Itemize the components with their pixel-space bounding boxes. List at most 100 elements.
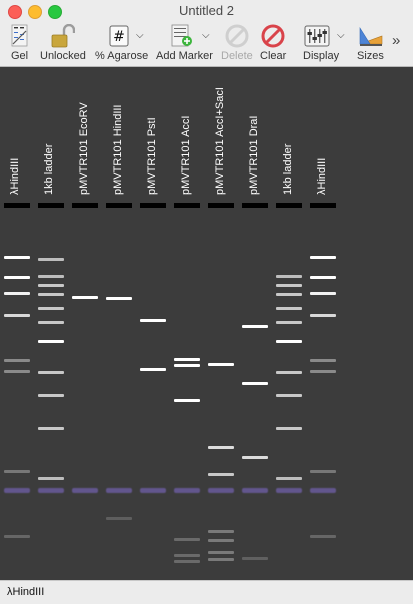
gel-band: [242, 325, 268, 328]
display-button[interactable]: ⌵ Display: [302, 22, 348, 66]
lane-well: [106, 203, 132, 208]
gel-band: [38, 275, 64, 278]
gel-band: [276, 293, 302, 296]
gel-band: [242, 557, 268, 560]
gel-button[interactable]: Gel: [6, 22, 34, 66]
delete-button[interactable]: Delete: [220, 22, 254, 66]
add-marker-icon: [171, 24, 192, 47]
tracking-dye: [106, 488, 132, 493]
tracking-dye: [4, 488, 30, 493]
gel-label: Gel: [11, 50, 29, 62]
agarose-label: % Agarose: [95, 50, 149, 62]
zoom-window-button[interactable]: [48, 5, 62, 19]
gel-band: [38, 340, 64, 343]
overflow-chevron-icon: »: [392, 32, 401, 49]
gel-band: [310, 359, 336, 362]
unlocked-label: Unlocked: [40, 50, 86, 62]
gel-view[interactable]: λHindIII 1kb ladder pMVTR101 EcoRV pMVTR…: [0, 67, 413, 580]
gel-band: [4, 535, 30, 538]
lane-label: 1kb ladder: [43, 143, 55, 195]
agarose-dropdown-chevron-icon[interactable]: ⌵: [136, 30, 144, 41]
gel-band: [174, 554, 200, 557]
gel-band: [276, 340, 302, 343]
lane-well: [310, 203, 336, 208]
gel-band: [4, 256, 30, 259]
gel-icon: [11, 24, 28, 47]
close-window-button[interactable]: [8, 5, 22, 19]
title-bar: Untitled 2: [0, 0, 413, 22]
gel-band: [276, 284, 302, 287]
lane-well: [72, 203, 98, 208]
gel-band: [4, 470, 30, 473]
gel-band: [208, 446, 234, 449]
gel-band: [242, 456, 268, 459]
gel-band: [276, 307, 302, 310]
lane-label: 1kb ladder: [282, 143, 294, 195]
gel-band: [208, 558, 234, 561]
lane-label: λHindIII: [316, 157, 328, 195]
toolbar-overflow-button[interactable]: »: [390, 22, 408, 66]
tracking-dye: [310, 488, 336, 493]
lane-label: pMVTR101 HindIII: [112, 104, 124, 195]
tracking-dye: [72, 488, 98, 493]
clear-label: Clear: [260, 50, 287, 62]
gel-band: [276, 371, 302, 374]
gel-band: [38, 293, 64, 296]
tracking-dye: [38, 488, 64, 493]
gel-band: [106, 517, 132, 520]
toolbar: Gel Unlocked # ⌵ % Agarose: [0, 22, 413, 67]
lane-well: [174, 203, 200, 208]
gel-band: [38, 394, 64, 397]
gel-band: [72, 296, 98, 299]
status-bar: λHindIII: [0, 580, 413, 604]
lane-well: [276, 203, 302, 208]
gel-band: [310, 470, 336, 473]
display-dropdown-chevron-icon[interactable]: ⌵: [337, 30, 345, 41]
gel-band: [276, 321, 302, 324]
sizes-label: Sizes: [357, 50, 384, 62]
lane-label: pMVTR101 DraI: [248, 115, 260, 195]
gel-band: [310, 292, 336, 295]
lane-label: pMVTR101 AccI: [180, 115, 192, 195]
gel-band: [174, 560, 200, 563]
sizes-button[interactable]: Sizes: [356, 22, 386, 66]
gel-band: [174, 364, 200, 367]
window-title: Untitled 2: [179, 3, 234, 18]
gel-band: [38, 371, 64, 374]
gel-band: [208, 473, 234, 476]
gel-band: [38, 321, 64, 324]
lane-well: [38, 203, 64, 208]
tracking-dye: [140, 488, 166, 493]
gel-band: [38, 477, 64, 480]
gel-band: [38, 258, 64, 261]
gel-band: [174, 399, 200, 402]
lane-well: [4, 203, 30, 208]
gel-band: [174, 538, 200, 541]
gel-band: [208, 363, 234, 366]
minimize-window-button[interactable]: [28, 5, 42, 19]
clear-button[interactable]: Clear: [258, 22, 290, 66]
gel-band: [4, 370, 30, 373]
clear-icon: [261, 24, 285, 48]
unlocked-padlock-icon: [51, 24, 75, 48]
tracking-dye: [208, 488, 234, 493]
gel-band: [208, 551, 234, 554]
add-marker-button[interactable]: ⌵ Add Marker: [156, 22, 214, 66]
unlocked-button[interactable]: Unlocked: [40, 22, 86, 66]
lane-well: [208, 203, 234, 208]
gel-band: [310, 256, 336, 259]
gel-band: [38, 284, 64, 287]
add-marker-dropdown-chevron-icon[interactable]: ⌵: [202, 30, 210, 41]
gel-band: [310, 276, 336, 279]
delete-label: Delete: [221, 50, 253, 62]
hash-icon: #: [109, 25, 129, 47]
agarose-button[interactable]: # ⌵ % Agarose: [94, 22, 150, 66]
lane-label: pMVTR101 EcoRV: [78, 102, 90, 195]
gel-band: [4, 359, 30, 362]
gel-band: [38, 307, 64, 310]
svg-text:#: #: [113, 29, 125, 45]
gel-band: [310, 370, 336, 373]
lane-label: λHindIII: [9, 157, 21, 195]
gel-band: [4, 276, 30, 279]
